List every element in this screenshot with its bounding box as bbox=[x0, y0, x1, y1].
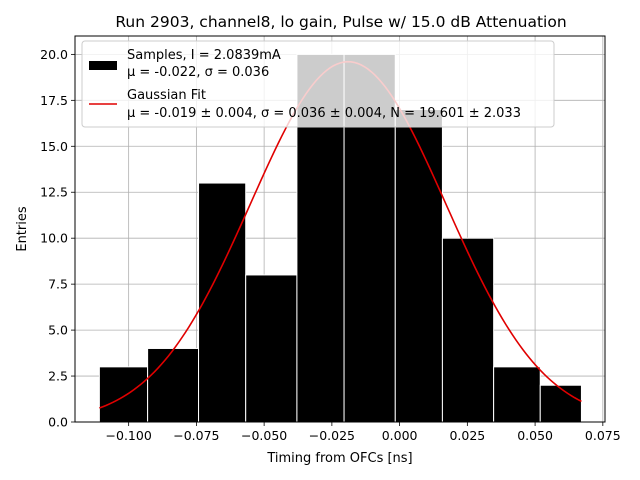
histogram-bar bbox=[441, 237, 495, 423]
x-tick-label: −0.050 bbox=[241, 428, 287, 443]
y-axis-label: Entries bbox=[15, 206, 30, 252]
y-tick-label: 2.5 bbox=[48, 369, 68, 384]
y-tick-label: 5.0 bbox=[48, 323, 68, 338]
legend-box bbox=[81, 40, 555, 128]
legend: Samples, I = 2.0839mA μ = -0.022, σ = 0.… bbox=[81, 40, 555, 128]
y-tick-label: 15.0 bbox=[40, 139, 68, 154]
plot-frame bbox=[74, 35, 606, 423]
histogram-bar bbox=[493, 366, 541, 423]
x-tick-label: 0.025 bbox=[449, 428, 485, 443]
legend-swatch-samples bbox=[89, 61, 117, 70]
x-axis-label: Timing from OFCs [ns] bbox=[266, 451, 412, 466]
x-tick-label: −0.075 bbox=[173, 428, 219, 443]
y-tick-label: 10.0 bbox=[40, 231, 68, 246]
x-tick-label: 0.000 bbox=[382, 428, 418, 443]
x-tick-label: −0.100 bbox=[106, 428, 152, 443]
histogram-bar bbox=[245, 274, 298, 423]
y-tick-label: 7.5 bbox=[48, 277, 68, 292]
histogram-bar bbox=[394, 109, 443, 423]
histogram-bar bbox=[198, 182, 247, 423]
x-ticks: −0.100 −0.075 −0.050 −0.025 0.000 0.025 0.050 0… bbox=[106, 422, 621, 443]
x-tick-label: 0.050 bbox=[517, 428, 553, 443]
y-tick-label: 12.5 bbox=[40, 185, 68, 200]
legend-samples-line2: μ = -0.022, σ = 0.036 bbox=[127, 65, 269, 80]
histogram-bar bbox=[539, 384, 582, 423]
x-tick-label: 0.075 bbox=[585, 428, 621, 443]
chart-title: Run 2903, channel8, lo gain, Pulse w/ 15… bbox=[115, 13, 566, 31]
legend-fit-line2: μ = -0.019 ± 0.004, σ = 0.036 ± 0.004, N… bbox=[127, 106, 521, 121]
y-tick-label: 20.0 bbox=[40, 47, 68, 62]
legend-fit-line1: Gaussian Fit bbox=[127, 88, 206, 103]
y-ticks: 0.0 2.5 5.0 7.5 10.0 12.5 15.0 17.5 20.0 bbox=[40, 47, 75, 430]
y-tick-label: 0.0 bbox=[48, 415, 68, 430]
histogram-bar bbox=[98, 366, 149, 423]
legend-samples-line1: Samples, I = 2.0839mA bbox=[127, 48, 281, 63]
y-tick-label: 17.5 bbox=[40, 93, 68, 108]
x-tick-label: −0.025 bbox=[309, 428, 355, 443]
histogram-bar bbox=[147, 347, 200, 423]
